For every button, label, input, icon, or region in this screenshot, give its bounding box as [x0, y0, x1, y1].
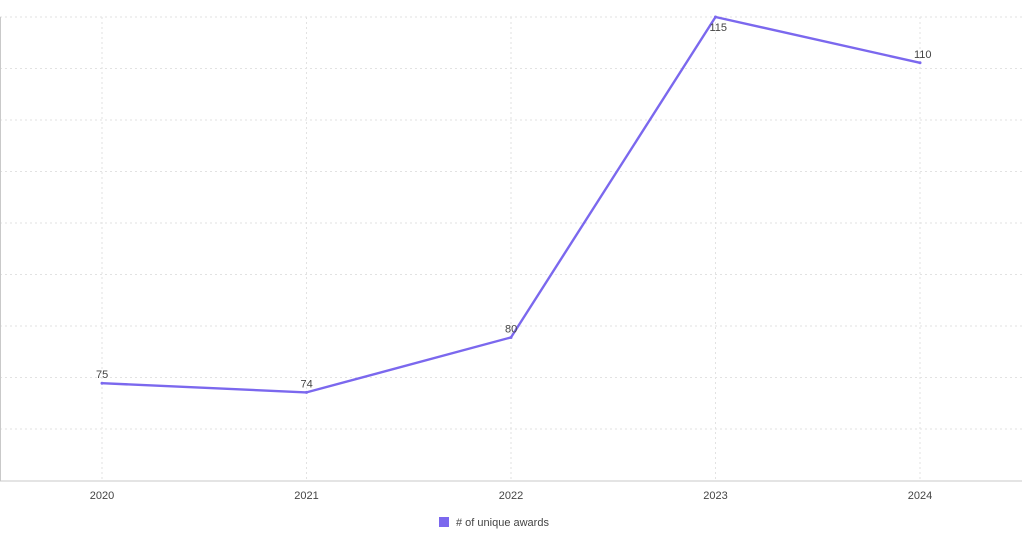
x-tick-label: 2020	[90, 490, 114, 502]
data-point[interactable]	[918, 61, 922, 65]
data-label: 74	[301, 378, 313, 390]
x-tick-label: 2022	[499, 490, 523, 502]
data-labels: 75 74 80 115 110	[96, 22, 932, 390]
data-point[interactable]	[509, 335, 513, 339]
x-tick-label: 2024	[908, 490, 932, 502]
data-label: 110	[914, 49, 932, 61]
data-label: 75	[96, 369, 108, 381]
legend-swatch	[439, 517, 449, 527]
x-axis-tick-labels: 2020 2021 2022 2023 2024	[90, 490, 932, 502]
x-tick-label: 2023	[703, 490, 727, 502]
data-point[interactable]	[100, 381, 104, 385]
data-point[interactable]	[305, 390, 308, 394]
data-label: 115	[710, 22, 728, 34]
legend-label: # of unique awards	[456, 517, 549, 529]
series-layer	[100, 15, 922, 394]
data-label: 80	[505, 323, 517, 335]
legend[interactable]: # of unique awards	[439, 517, 549, 529]
vertical-gridlines	[101, 17, 921, 481]
data-point[interactable]	[714, 15, 717, 19]
x-tick-label: 2021	[294, 490, 318, 502]
